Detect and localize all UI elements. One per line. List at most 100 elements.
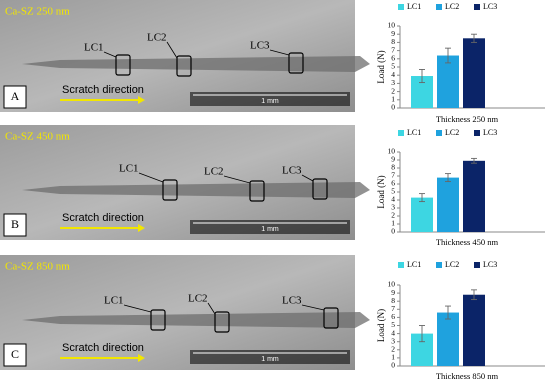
- panel-letter: A: [11, 89, 20, 103]
- error-bar: [419, 325, 425, 343]
- arrow-text: Scratch direction: [62, 84, 144, 96]
- error-bar: [419, 69, 425, 84]
- y-tick-label: 7: [391, 171, 395, 180]
- x-axis-label: Thickness 250 nm: [436, 114, 499, 124]
- y-axis-label: Load (N): [376, 309, 386, 342]
- y-tick-label: 3: [391, 78, 395, 87]
- error-bar: [445, 47, 451, 64]
- y-tick-label: 1: [391, 353, 395, 362]
- arrow-head: [138, 96, 145, 104]
- error-bar: [471, 157, 477, 164]
- y-tick-label: 5: [391, 187, 395, 196]
- marker-box: [312, 178, 328, 200]
- marker-leader: [103, 51, 117, 58]
- y-tick-label: 10: [388, 21, 396, 30]
- y-axis-label: Load (N): [376, 50, 386, 83]
- marker-box: [115, 54, 131, 76]
- y-tick-label: 2: [391, 211, 395, 220]
- arrow-text: Scratch direction: [62, 212, 144, 224]
- bar: [463, 294, 485, 366]
- scratch-track: [22, 312, 370, 328]
- marker-leader: [223, 175, 251, 184]
- marker-label: LC3: [282, 295, 302, 307]
- marker-leader: [207, 302, 216, 315]
- sample-label: Ca-SZ 850 nm: [5, 261, 70, 273]
- bar: [437, 55, 459, 108]
- marker-box: [249, 180, 265, 202]
- error-bar: [419, 193, 425, 203]
- legend-swatch: [436, 4, 442, 10]
- panel-letter: C: [11, 347, 19, 361]
- bar: [463, 160, 485, 232]
- y-tick-label: 8: [391, 296, 395, 305]
- marker-label: LC1: [104, 295, 124, 307]
- bar: [463, 38, 485, 108]
- marker-leader: [138, 172, 164, 183]
- legend-swatch: [474, 262, 480, 268]
- y-tick-label: 0: [391, 361, 395, 370]
- y-tick-label: 4: [391, 70, 395, 79]
- y-tick-label: 1: [391, 95, 395, 104]
- y-tick-label: 5: [391, 62, 395, 71]
- arrow-head: [138, 224, 145, 232]
- marker-box: [162, 179, 178, 201]
- legend-swatch: [436, 262, 442, 268]
- y-tick-label: 7: [391, 304, 395, 313]
- y-tick-label: 9: [391, 288, 395, 297]
- y-tick-label: 7: [391, 45, 395, 54]
- y-tick-label: 10: [388, 280, 396, 289]
- y-tick-label: 3: [391, 203, 395, 212]
- error-bar: [445, 305, 451, 320]
- marker-leader: [269, 49, 290, 56]
- legend-label: LC1: [407, 260, 421, 269]
- marker-box: [288, 52, 304, 74]
- x-axis-label: Thickness 450 nm: [436, 237, 499, 247]
- legend-swatch: [436, 130, 442, 136]
- scale-label: 1 mm: [261, 98, 279, 105]
- legend-swatch: [398, 262, 404, 268]
- bar: [411, 197, 433, 232]
- y-tick-label: 6: [391, 54, 395, 63]
- legend-label: LC3: [483, 260, 497, 269]
- marker-label: LC2: [147, 32, 167, 44]
- y-tick-label: 4: [391, 195, 395, 204]
- y-tick-label: 8: [391, 163, 395, 172]
- legend-label: LC1: [407, 2, 421, 11]
- scale-label: 1 mm: [261, 226, 279, 233]
- bar: [437, 177, 459, 232]
- sample-label: Ca-SZ 250 nm: [5, 6, 70, 18]
- panel-letter-box: [3, 343, 27, 367]
- marker-box: [214, 311, 230, 333]
- panel-letter-box: [3, 85, 27, 109]
- bar: [411, 333, 433, 366]
- legend-swatch: [474, 4, 480, 10]
- y-tick-label: 5: [391, 320, 395, 329]
- y-tick-label: 6: [391, 312, 395, 321]
- marker-box: [176, 55, 192, 77]
- y-axis-label: Load (N): [376, 175, 386, 208]
- x-axis-label: Thickness 850 nm: [436, 371, 499, 381]
- scale-label: 1 mm: [261, 356, 279, 363]
- y-tick-label: 1: [391, 219, 395, 228]
- y-tick-label: 4: [391, 328, 395, 337]
- legend-label: LC2: [445, 260, 459, 269]
- scratch-track: [22, 182, 370, 198]
- y-tick-label: 8: [391, 37, 395, 46]
- marker-box: [150, 309, 166, 331]
- marker-label: LC2: [188, 293, 208, 305]
- marker-label: LC3: [250, 40, 270, 52]
- arrow-text: Scratch direction: [62, 342, 144, 354]
- legend-label: LC3: [483, 2, 497, 11]
- legend-label: LC2: [445, 128, 459, 137]
- bar: [437, 312, 459, 366]
- error-bar: [471, 289, 477, 301]
- y-tick-label: 6: [391, 179, 395, 188]
- legend-label: LC2: [445, 2, 459, 11]
- y-tick-label: 0: [391, 227, 395, 236]
- scratch-track: [22, 56, 370, 72]
- marker-label: LC1: [119, 163, 139, 175]
- legend-label: LC3: [483, 128, 497, 137]
- y-tick-label: 9: [391, 29, 395, 38]
